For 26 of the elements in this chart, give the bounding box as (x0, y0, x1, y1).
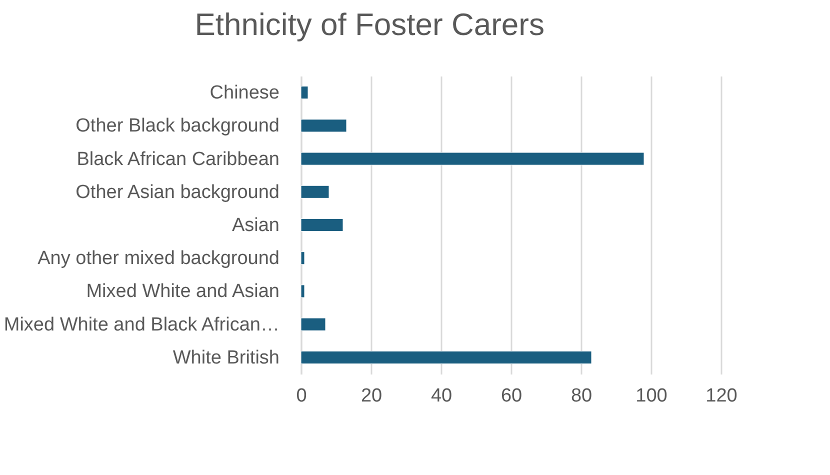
y-tick-label: Black African Caribbean (76, 148, 280, 170)
x-tick-label: 40 (430, 386, 452, 406)
bar (300, 350, 592, 364)
x-tick-label: 60 (500, 386, 522, 406)
bar (300, 252, 305, 265)
y-tick-label: Chinese (210, 82, 280, 104)
bar (300, 185, 330, 198)
bar (300, 218, 344, 232)
y-tick-label: Other Black background (76, 116, 280, 137)
y-tick-label: Other Asian background (76, 182, 280, 203)
y-tick-label: White British (172, 347, 280, 368)
x-tick-label: 0 (296, 386, 307, 406)
bar (300, 318, 326, 331)
y-tick-label: Asian (232, 215, 280, 236)
bar (300, 284, 305, 298)
y-tick-label: Any other mixed background (38, 248, 280, 270)
x-tick-label: 100 (636, 386, 668, 406)
y-tick-label: Mixed White and Asian (86, 281, 280, 302)
chart-title: Ethnicity of Foster Carers (194, 7, 544, 42)
x-tick-label: 80 (570, 386, 592, 406)
bar (300, 86, 308, 100)
x-tick-label: 20 (360, 386, 382, 406)
y-tick-label: Mixed White and Black African… (4, 314, 280, 336)
bar (300, 119, 347, 132)
x-tick-label: 120 (706, 386, 738, 406)
bar (300, 152, 644, 166)
